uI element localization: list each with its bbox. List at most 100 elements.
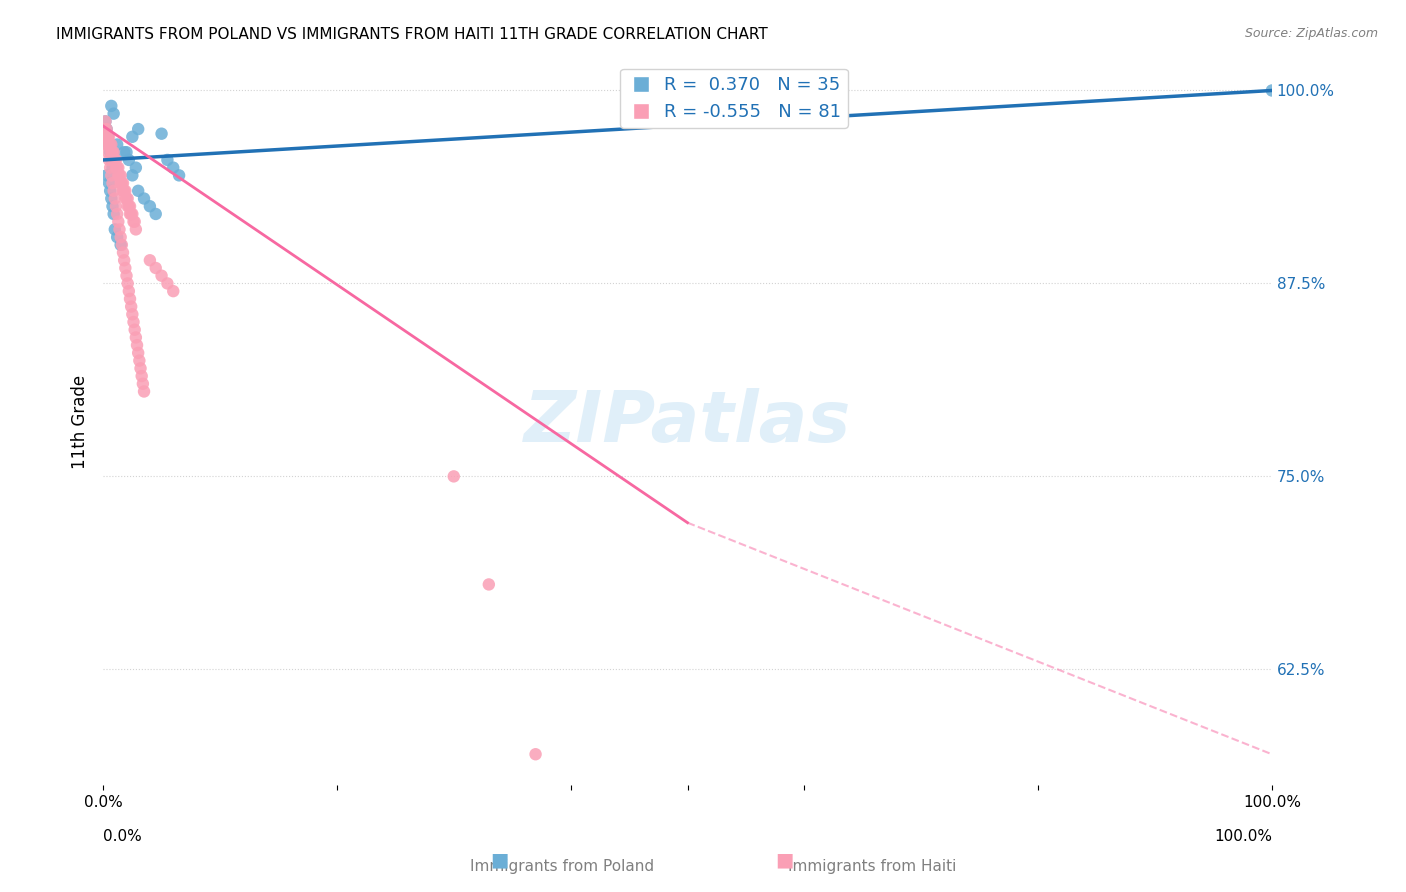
Point bbox=[100, 145, 122, 160]
Point bbox=[107, 215, 129, 229]
Point bbox=[150, 268, 173, 283]
Point bbox=[156, 277, 179, 291]
Point bbox=[122, 215, 145, 229]
Point bbox=[104, 222, 127, 236]
Point bbox=[93, 122, 115, 136]
Point bbox=[101, 176, 124, 190]
Point bbox=[101, 161, 124, 175]
Point bbox=[478, 577, 501, 591]
Point bbox=[156, 153, 179, 167]
Point bbox=[118, 199, 141, 213]
Point bbox=[110, 237, 132, 252]
Point bbox=[96, 129, 118, 144]
Point bbox=[150, 127, 173, 141]
Point bbox=[112, 145, 135, 160]
Point bbox=[97, 145, 120, 160]
Legend: R =  0.370   N = 35, R = -0.555   N = 81: R = 0.370 N = 35, R = -0.555 N = 81 bbox=[620, 69, 848, 128]
Point bbox=[110, 230, 132, 244]
Point bbox=[98, 184, 121, 198]
Point bbox=[167, 169, 190, 183]
Point bbox=[105, 230, 128, 244]
Point bbox=[104, 199, 127, 213]
Point bbox=[121, 129, 143, 144]
Point bbox=[132, 192, 155, 206]
Point bbox=[105, 161, 128, 175]
Point bbox=[97, 129, 120, 144]
Text: ZIPatlas: ZIPatlas bbox=[524, 388, 851, 457]
Point bbox=[128, 353, 150, 368]
Y-axis label: 11th Grade: 11th Grade bbox=[72, 376, 89, 469]
Point bbox=[124, 215, 146, 229]
Point bbox=[132, 384, 155, 399]
Point bbox=[103, 106, 125, 120]
Point bbox=[111, 176, 134, 190]
Point bbox=[101, 199, 124, 213]
Point bbox=[100, 137, 122, 152]
Point bbox=[114, 192, 136, 206]
Point bbox=[122, 315, 145, 329]
Point bbox=[107, 169, 129, 183]
Point bbox=[96, 122, 118, 136]
Point bbox=[100, 192, 122, 206]
Point bbox=[125, 222, 148, 236]
Point bbox=[131, 369, 153, 384]
Point bbox=[115, 145, 138, 160]
Point bbox=[139, 253, 162, 268]
Point bbox=[94, 129, 117, 144]
Point bbox=[111, 184, 134, 198]
Point bbox=[98, 176, 121, 190]
Point bbox=[121, 307, 143, 321]
Point bbox=[117, 277, 139, 291]
Point bbox=[118, 153, 141, 167]
Text: Immigrants from Poland: Immigrants from Poland bbox=[471, 859, 654, 874]
Point bbox=[1261, 83, 1284, 97]
Point bbox=[98, 145, 121, 160]
Point bbox=[100, 153, 122, 167]
Point bbox=[103, 145, 125, 160]
Point bbox=[111, 245, 134, 260]
Point bbox=[145, 260, 167, 275]
Point bbox=[104, 153, 127, 167]
Point bbox=[96, 137, 118, 152]
Point bbox=[108, 169, 131, 183]
Point bbox=[94, 114, 117, 128]
Text: Immigrants from Haiti: Immigrants from Haiti bbox=[787, 859, 956, 874]
Text: IMMIGRANTS FROM POLAND VS IMMIGRANTS FROM HAITI 11TH GRADE CORRELATION CHART: IMMIGRANTS FROM POLAND VS IMMIGRANTS FRO… bbox=[56, 27, 768, 42]
Point bbox=[96, 169, 118, 183]
Point bbox=[145, 207, 167, 221]
Point bbox=[105, 207, 128, 221]
Point bbox=[118, 207, 141, 221]
Point bbox=[127, 122, 149, 136]
Point bbox=[125, 330, 148, 344]
Point bbox=[524, 747, 547, 762]
Point bbox=[110, 176, 132, 190]
Point bbox=[98, 153, 121, 167]
Point bbox=[139, 199, 162, 213]
Point bbox=[124, 323, 146, 337]
Text: Source: ZipAtlas.com: Source: ZipAtlas.com bbox=[1244, 27, 1378, 40]
Point bbox=[104, 161, 127, 175]
Point bbox=[443, 469, 465, 483]
Point bbox=[121, 169, 143, 183]
Point bbox=[115, 268, 138, 283]
Point bbox=[108, 222, 131, 236]
Point bbox=[96, 122, 118, 136]
Point bbox=[118, 199, 141, 213]
Point bbox=[100, 99, 122, 113]
Point bbox=[98, 137, 121, 152]
Point bbox=[103, 207, 125, 221]
Point bbox=[100, 169, 122, 183]
Point bbox=[117, 199, 139, 213]
Point bbox=[103, 184, 125, 198]
Point bbox=[98, 137, 121, 152]
Text: ■: ■ bbox=[489, 851, 509, 870]
Point bbox=[111, 176, 134, 190]
Point bbox=[127, 184, 149, 198]
Point bbox=[105, 137, 128, 152]
Point bbox=[118, 292, 141, 306]
Point bbox=[117, 192, 139, 206]
Point bbox=[120, 207, 142, 221]
Point bbox=[121, 207, 143, 221]
Point bbox=[110, 169, 132, 183]
Point bbox=[111, 237, 134, 252]
